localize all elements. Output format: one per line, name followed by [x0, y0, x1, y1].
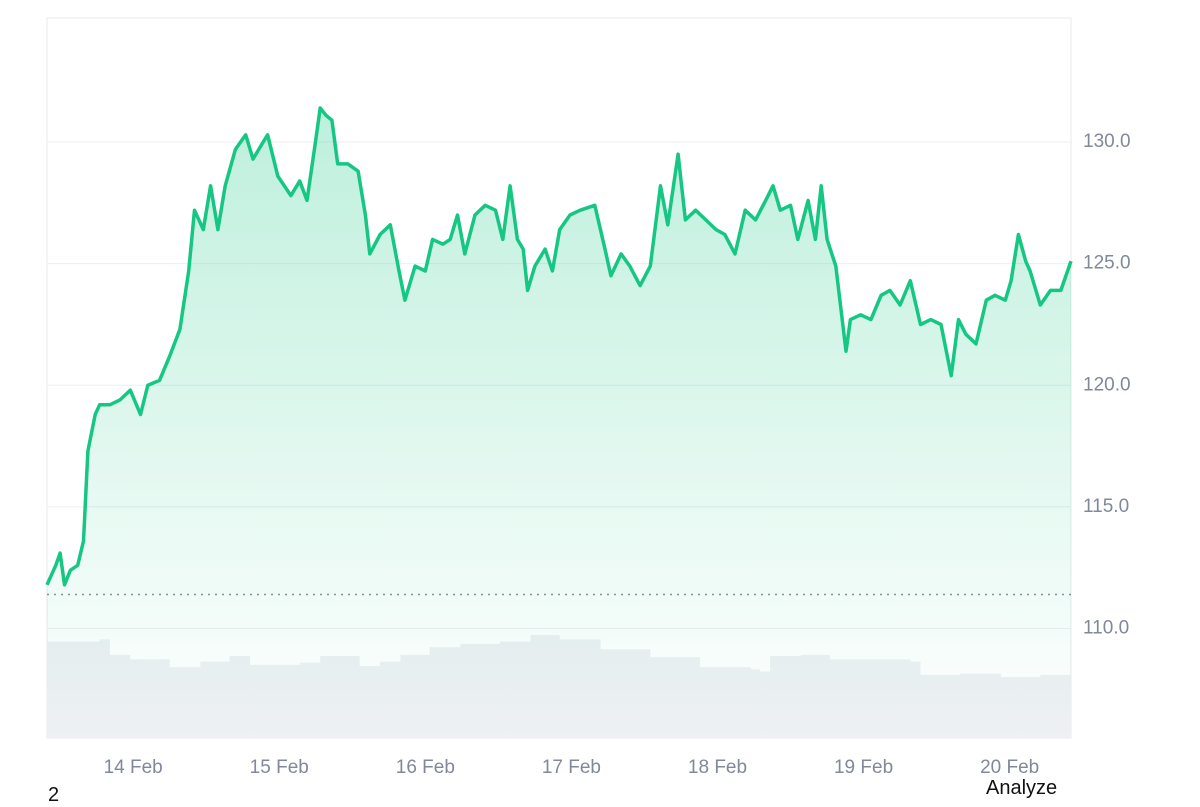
x-tick-label: 15 Feb [250, 757, 309, 778]
x-tick-label: 18 Feb [688, 757, 747, 778]
x-tick-label: 17 Feb [542, 757, 601, 778]
y-tick-label: 115.0 [1083, 496, 1129, 517]
x-tick-label: 20 Feb [980, 757, 1039, 778]
y-tick-label: 125.0 [1083, 253, 1131, 274]
x-tick-label: 16 Feb [396, 757, 455, 778]
page-label: 2 [48, 784, 60, 806]
x-tick-label: 19 Feb [834, 757, 893, 778]
x-tick-label: 14 Feb [104, 757, 163, 778]
y-tick-label: 130.0 [1083, 131, 1131, 152]
y-tick-label: 110.0 [1083, 618, 1129, 639]
analyze-button[interactable]: Analyze [986, 777, 1058, 799]
price-area [47, 108, 1071, 738]
price-line [45, 106, 1073, 587]
y-tick-label: 120.0 [1083, 374, 1131, 395]
